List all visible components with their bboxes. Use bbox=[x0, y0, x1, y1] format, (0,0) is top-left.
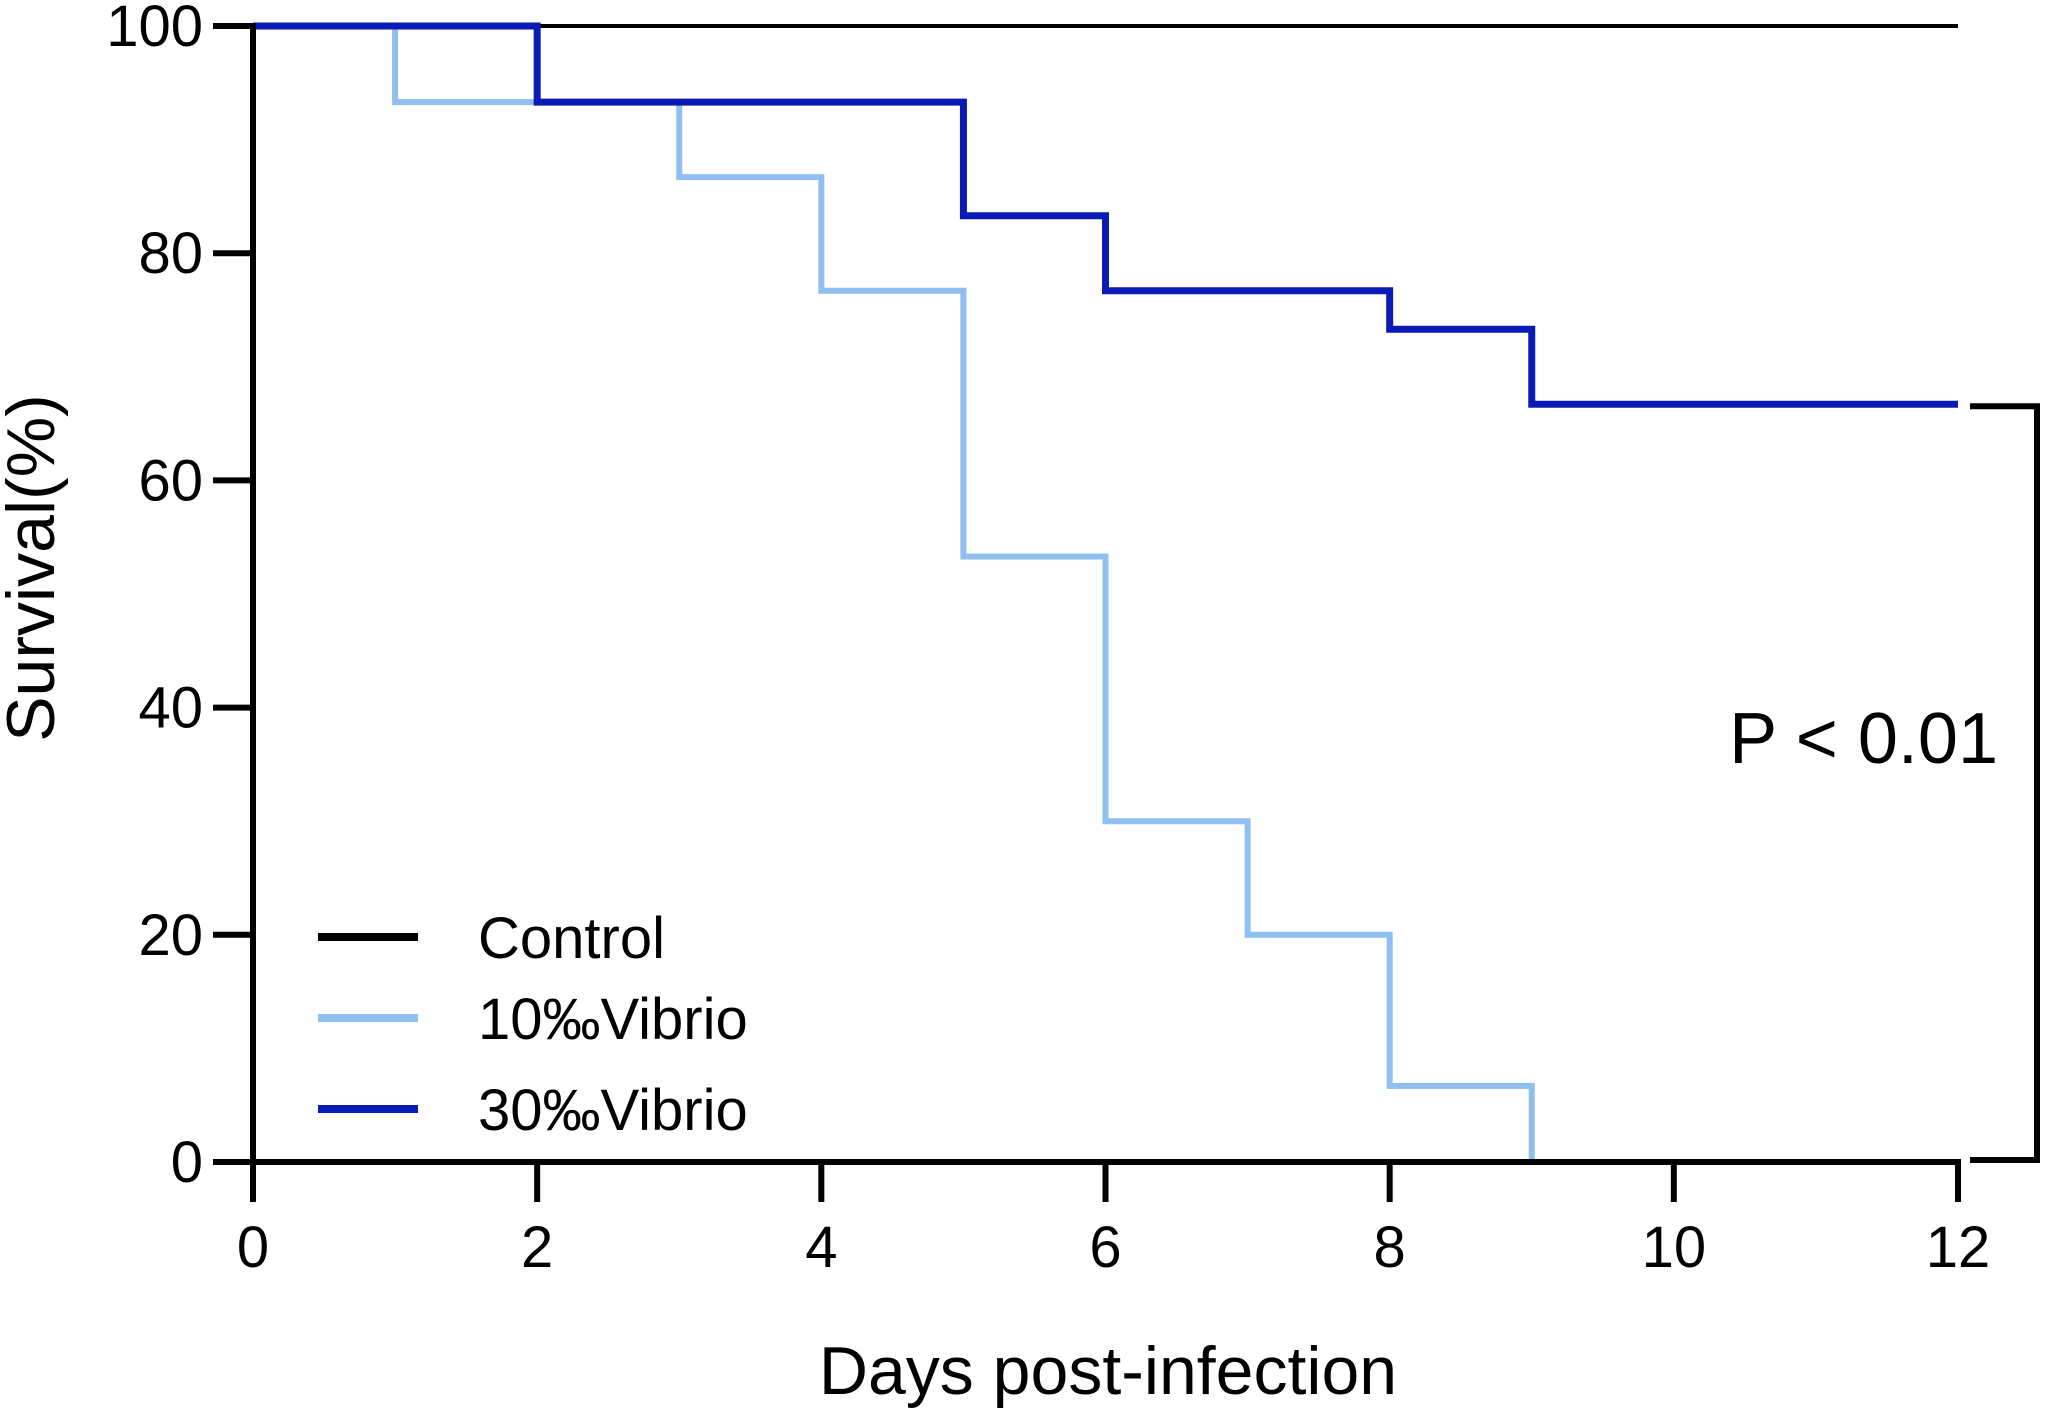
y-tick-label: 40 bbox=[138, 676, 203, 741]
x-tick-label: 10 bbox=[1642, 1215, 1707, 1280]
legend-label: 30‰Vibrio bbox=[478, 1078, 748, 1143]
legend: Control 10‰Vibrio 30‰Vibrio bbox=[318, 906, 748, 1143]
legend-label: Control bbox=[478, 906, 665, 971]
y-ticks: 0 20 40 60 80 100 bbox=[106, 0, 253, 1195]
series-line-10-vibrio bbox=[253, 23, 1535, 1162]
x-ticks: 0 2 4 6 8 10 12 bbox=[237, 1162, 1990, 1280]
x-tick-label: 0 bbox=[237, 1215, 269, 1280]
y-tick-label: 100 bbox=[106, 0, 203, 59]
series-layer bbox=[253, 22, 1958, 1162]
x-tick-label: 4 bbox=[805, 1215, 837, 1280]
x-axis-title: Days post-infection bbox=[819, 1333, 1397, 1409]
x-tick-label: 6 bbox=[1089, 1215, 1121, 1280]
x-tick-label: 2 bbox=[521, 1215, 553, 1280]
y-tick-label: 60 bbox=[138, 448, 203, 513]
significance-bracket bbox=[1970, 403, 2040, 1163]
y-tick-label: 20 bbox=[138, 903, 203, 968]
y-tick-label: 80 bbox=[138, 221, 203, 286]
x-tick-label: 8 bbox=[1374, 1215, 1406, 1280]
p-value-annotation: P < 0.01 bbox=[1729, 699, 1998, 779]
y-tick-label: 0 bbox=[171, 1130, 203, 1195]
series-line-30-vibrio bbox=[253, 22, 1958, 408]
legend-label: 10‰Vibrio bbox=[478, 987, 748, 1052]
x-tick-label: 12 bbox=[1926, 1215, 1991, 1280]
y-axis-title: Survival(%) bbox=[0, 394, 69, 742]
